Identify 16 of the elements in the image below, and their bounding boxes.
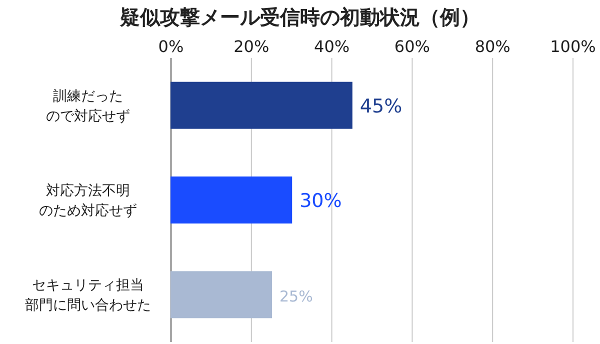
y-tick-label: 訓練だったので対応せず <box>46 88 130 124</box>
x-tick-label: 60% <box>394 37 430 56</box>
bar <box>170 82 352 129</box>
y-tick-label: 対応方法不明のため対応せず <box>39 183 137 219</box>
data-label: 25% <box>280 288 313 306</box>
chart-title: 疑似攻撃メール受信時の初動状況（例） <box>119 5 480 29</box>
x-tick-label: 100% <box>550 37 596 56</box>
x-tick-label: 40% <box>314 37 350 56</box>
x-tick-label: 0% <box>158 37 184 56</box>
data-label: 45% <box>360 95 402 118</box>
y-tick-label: セキュリティ担当部門に問い合わせた <box>25 278 151 314</box>
data-label: 30% <box>300 190 342 212</box>
bar <box>170 176 292 224</box>
bar <box>170 271 272 318</box>
x-tick-label: 20% <box>234 37 270 56</box>
x-tick-label: 80% <box>474 37 510 56</box>
